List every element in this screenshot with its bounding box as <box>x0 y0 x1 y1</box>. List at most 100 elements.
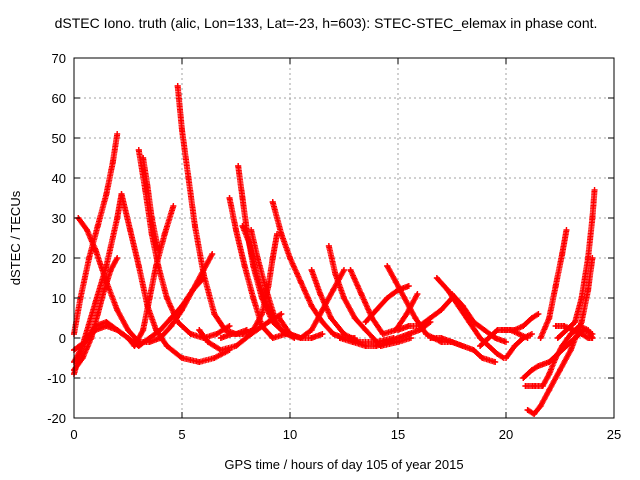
data-point <box>336 335 343 341</box>
data-point <box>235 163 242 169</box>
data-point <box>308 327 315 333</box>
data-point <box>144 183 151 189</box>
series-marker-run <box>155 263 170 300</box>
data-point <box>589 215 596 221</box>
data-point <box>384 295 391 301</box>
data-series <box>71 83 598 417</box>
data-point <box>114 307 121 313</box>
data-point <box>470 319 477 325</box>
data-point <box>520 375 527 381</box>
data-point <box>269 199 276 205</box>
data-point <box>168 323 175 329</box>
data-point <box>114 327 121 333</box>
series-20 <box>336 319 434 349</box>
data-point <box>405 331 412 337</box>
data-point <box>125 327 131 333</box>
data-point <box>258 323 265 329</box>
series-26 <box>427 335 499 365</box>
y-tick-label: 40 <box>52 171 66 186</box>
data-point <box>332 271 339 277</box>
data-point <box>351 315 358 321</box>
data-point <box>241 263 248 269</box>
data-point <box>392 279 399 285</box>
series-marker-run <box>94 192 109 229</box>
data-point <box>114 255 121 261</box>
data-point <box>477 343 484 349</box>
data-point <box>477 335 484 341</box>
series-marker-run <box>200 271 217 316</box>
data-point <box>114 215 121 221</box>
data-point <box>144 303 151 309</box>
data-point <box>503 339 509 345</box>
data-point <box>563 227 570 233</box>
data-point <box>157 327 164 333</box>
data-point <box>228 331 235 337</box>
data-point <box>278 231 285 237</box>
data-point <box>81 339 88 345</box>
series-15 <box>217 231 281 341</box>
data-point <box>341 331 347 337</box>
series-marker-run <box>226 195 239 232</box>
series-34 <box>537 227 570 341</box>
series-8 <box>140 155 162 253</box>
data-point <box>341 267 347 273</box>
data-point <box>459 303 466 309</box>
data-point <box>578 319 585 325</box>
data-point <box>269 335 276 341</box>
data-point <box>492 359 499 365</box>
data-point <box>200 271 207 277</box>
data-point <box>269 255 276 261</box>
data-point <box>528 315 535 321</box>
data-point <box>265 283 272 289</box>
data-point <box>362 343 369 349</box>
data-point <box>578 295 585 301</box>
data-point <box>395 287 401 293</box>
x-tick-label: 25 <box>607 427 621 442</box>
y-tick-label: 50 <box>52 131 66 146</box>
data-point <box>135 343 142 349</box>
data-point <box>196 359 203 365</box>
series-marker-run <box>146 264 159 301</box>
data-point <box>515 331 522 337</box>
data-point <box>92 323 99 329</box>
data-point <box>539 383 546 389</box>
data-point <box>511 343 518 349</box>
data-point <box>358 291 365 297</box>
series-marker-run <box>235 163 246 200</box>
data-point <box>276 315 283 321</box>
axis-ticks: 0 5 10 15 20 25 -20 -10 0 10 20 30 40 50 60 70 <box>47 51 621 442</box>
data-point <box>559 343 566 349</box>
data-point <box>233 227 239 233</box>
data-point <box>449 339 455 345</box>
data-point <box>297 335 304 341</box>
data-point <box>187 331 194 337</box>
data-point <box>347 267 354 273</box>
data-point <box>373 343 380 349</box>
series-23 <box>362 283 412 325</box>
data-point <box>362 319 369 325</box>
series-marker-run <box>135 263 151 308</box>
data-point <box>179 303 185 309</box>
data-point <box>585 287 592 293</box>
x-tick-label: 5 <box>178 427 185 442</box>
data-point <box>524 407 531 413</box>
series-29 <box>498 327 531 341</box>
data-point <box>319 331 326 337</box>
series-marker-run <box>127 227 142 268</box>
data-point <box>585 327 592 333</box>
data-point <box>546 371 553 377</box>
data-point <box>412 315 419 321</box>
series-marker-run <box>265 256 276 289</box>
data-point <box>127 227 134 233</box>
data-point <box>503 355 509 361</box>
data-point <box>433 275 440 281</box>
data-point <box>211 311 218 317</box>
x-tick-label: 10 <box>283 427 297 442</box>
series-21 <box>347 267 421 337</box>
series-6 <box>71 275 207 365</box>
data-point <box>567 347 574 353</box>
data-point <box>423 331 430 337</box>
chart-title: dSTEC Iono. truth (alic, Lon=133, Lat=-2… <box>55 15 598 31</box>
data-point <box>92 299 99 305</box>
data-point <box>520 335 527 341</box>
